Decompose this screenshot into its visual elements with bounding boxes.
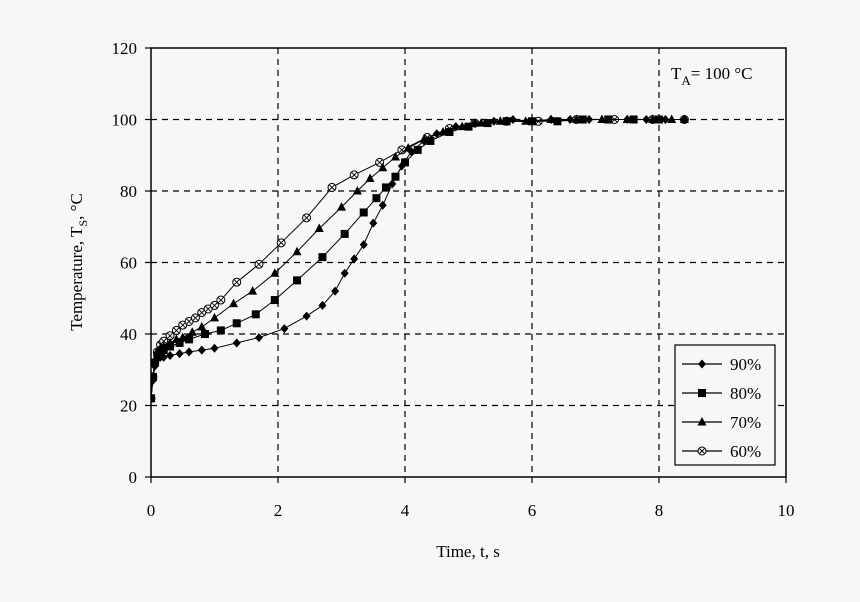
series-90pct (151, 115, 689, 403)
legend-item: 90% (682, 355, 761, 374)
y-tick-label: 60 (120, 254, 137, 273)
legend: 90% 80% 70% 60% (674, 344, 776, 466)
y-axis-label-unit: , °C (67, 193, 86, 220)
legend-label: 60% (730, 442, 761, 461)
y-axis-label-sub: S (76, 220, 90, 227)
y-tick-label: 0 (129, 468, 138, 487)
y-axis-label: Temperature, TS, °C (67, 193, 90, 331)
y-tick-label: 20 (120, 397, 137, 416)
x-tick-label: 0 (147, 501, 156, 520)
x-tick-labels: 0 2 4 6 8 10 (147, 501, 795, 520)
svg-text:Temperature, TS, °C: Temperature, TS, °C (67, 193, 90, 331)
plot-area-frame (150, 47, 787, 478)
y-tick-label: 100 (112, 111, 138, 130)
legend-item: 60% (682, 442, 761, 461)
x-tick-label: 8 (655, 501, 664, 520)
x-axis-label: Time, t, s (436, 542, 500, 561)
legend-item: 80% (682, 384, 761, 403)
x-tick-label: 4 (401, 501, 410, 520)
y-axis-label-main: Temperature, T (67, 226, 86, 331)
series-70pct (151, 114, 689, 402)
y-tick-labels: 0 20 40 60 80 100 120 (112, 39, 138, 487)
x-tick-label: 6 (528, 501, 537, 520)
series-60pct (151, 115, 689, 403)
legend-label: 70% (730, 413, 761, 432)
series-layer (151, 114, 689, 403)
y-tick-label: 80 (120, 182, 137, 201)
legend-label: 80% (730, 384, 761, 403)
x-tick-label: 10 (778, 501, 795, 520)
y-tick-label: 40 (120, 325, 137, 344)
y-tick-label: 120 (112, 39, 138, 58)
x-tick-label: 2 (274, 501, 283, 520)
ambient-temperature-annotation: TA= 100 °C (671, 64, 753, 88)
legend-item: 70% (682, 413, 761, 432)
legend-label: 90% (730, 355, 761, 374)
